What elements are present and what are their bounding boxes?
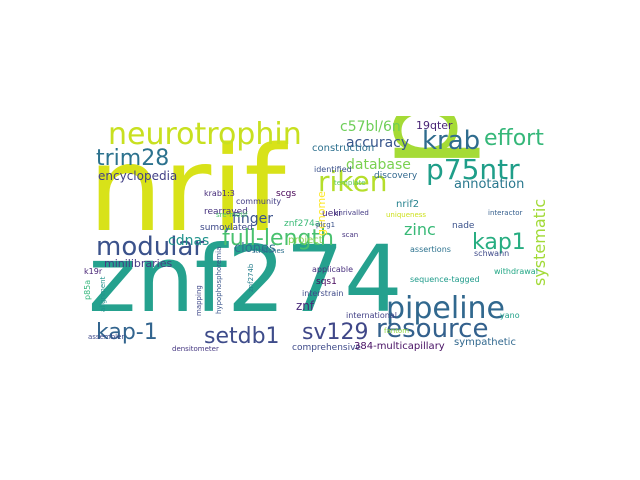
word-assembler: assembler: [88, 333, 125, 341]
word-384-multicapillary: 384-multicapillary: [354, 341, 445, 352]
word-interactor: interactor: [488, 209, 523, 217]
word-zinc: zinc: [404, 220, 436, 239]
word-plcg1: plcg1: [316, 221, 336, 229]
word-krab: krab: [422, 126, 481, 156]
word-modular: modular: [96, 232, 205, 262]
word-yano: yano: [500, 311, 520, 320]
word-fantom: fantom: [384, 327, 410, 335]
word-finger: finger: [232, 211, 273, 227]
word-kap1: kap1: [472, 230, 526, 255]
word-template: template: [334, 179, 366, 187]
word-nrif: nrif: [88, 120, 286, 258]
word-applicable: applicable: [312, 265, 354, 274]
word-k19r: k19r: [84, 267, 103, 276]
word-encyclopedia: encyclopedia: [98, 169, 178, 183]
word-sqs1: sqs1: [316, 277, 337, 287]
word-cloud: nrifp75znf274neurotrophinkrabeffortp75nt…: [80, 116, 560, 364]
word-p75ntr: p75ntr: [426, 153, 520, 186]
word-resource: resource: [376, 314, 489, 344]
word-withdrawal: withdrawal: [494, 267, 538, 276]
word-effort: effort: [484, 126, 544, 151]
word-kap-1: kap-1: [96, 320, 158, 345]
word-sumoylated: sumoylated: [200, 223, 253, 233]
word-znf: znf: [296, 299, 315, 313]
word-hypophosphoremia: hypophosphoremia: [215, 246, 223, 314]
word-database: database: [346, 157, 411, 173]
word-minilibraries: minilibraries: [104, 257, 173, 270]
word-discovery: discovery: [374, 171, 418, 181]
word-c57bl-6n: c57bl/6n: [340, 119, 401, 135]
word-densitometer: densitometer: [172, 345, 219, 353]
word-annotation: annotation: [454, 177, 525, 192]
word-stretches: stretches: [252, 247, 285, 255]
word-sv129: sv129: [302, 320, 369, 345]
word-setdb1: setdb1: [204, 324, 280, 349]
word-sre-motif: sre-motif: [216, 211, 248, 219]
word-comprehensive: comprehensive: [292, 343, 361, 353]
word-assertions: assertions: [410, 245, 451, 254]
word-international: international: [346, 311, 397, 320]
word-trim28: trim28: [96, 146, 170, 171]
word-identified: identified: [314, 165, 352, 174]
word-schwann: schwann: [474, 249, 510, 258]
word-rearrayed: rearrayed: [204, 207, 248, 217]
word-riken: riken: [318, 165, 388, 198]
word-project: project: [288, 235, 323, 246]
word-scan: scan: [342, 231, 359, 239]
word-full-length: full-length: [222, 226, 334, 251]
word-znf274b: znf274b: [247, 263, 255, 292]
word-interstrain: interstrain: [302, 289, 344, 298]
word-sympathetic: sympathetic: [454, 337, 516, 348]
word-pipeline: pipeline: [386, 291, 506, 326]
word-p85a: p85a: [83, 279, 92, 300]
word-nrif2: nrif2: [396, 199, 420, 210]
word-scgs: scgs: [276, 189, 297, 199]
word-accuracy: accuracy: [346, 135, 410, 151]
word-znf274: znf274: [88, 226, 403, 333]
word-community: community: [236, 197, 282, 206]
word-unrivalled: unrivalled: [334, 209, 369, 217]
word-znf274a: znf274a: [284, 219, 321, 229]
word-neurotrophin: neurotrophin: [108, 117, 302, 152]
word-sequence-tagged: sequence-tagged: [410, 275, 480, 284]
word-construction: construction: [312, 143, 375, 154]
word-clones: clones: [234, 241, 276, 256]
word-uniqueness: uniqueness: [386, 211, 427, 219]
word-mapping: mapping: [195, 285, 203, 316]
word-cdnas: cdnas: [168, 233, 210, 249]
word-nade: nade: [452, 221, 475, 231]
word-alignment: alignment: [99, 276, 107, 312]
word-ueki: ueki: [322, 209, 341, 219]
word-krab1-3: krab1:3: [204, 189, 235, 198]
word-19qter: 19qter: [416, 119, 453, 132]
